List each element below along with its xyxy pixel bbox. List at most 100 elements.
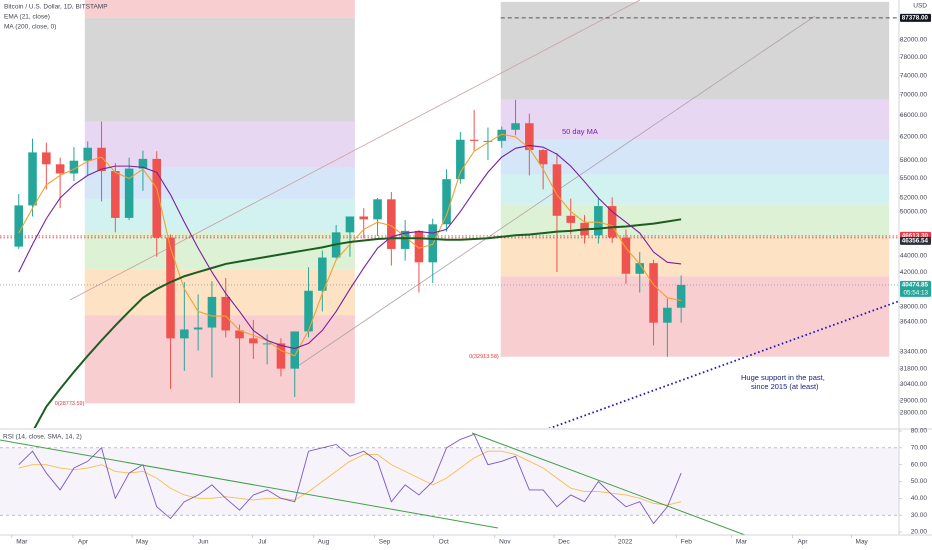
y-tick-label: 70000.00 bbox=[900, 92, 927, 99]
y-tick-label: 31800.00 bbox=[900, 365, 927, 372]
candle-body bbox=[359, 216, 369, 220]
trend-channel bbox=[69, 0, 641, 301]
y-tick-label: 30400.00 bbox=[900, 381, 927, 388]
candle-body bbox=[304, 290, 313, 332]
candle-body bbox=[193, 327, 203, 330]
candle-body bbox=[387, 199, 396, 249]
candle-body bbox=[621, 237, 631, 274]
y-tick-label: 42000.00 bbox=[900, 269, 927, 276]
ma-line bbox=[18, 144, 682, 350]
candle-body bbox=[456, 139, 465, 180]
candle-body bbox=[290, 331, 300, 369]
candle-body bbox=[111, 171, 120, 218]
candle-body bbox=[124, 168, 134, 218]
price-tag bbox=[900, 236, 931, 245]
rsi-trendline bbox=[471, 432, 746, 535]
ma-line bbox=[33, 218, 682, 428]
x-tick-label: Aug bbox=[318, 539, 330, 546]
y-tick-label: 74000.00 bbox=[900, 72, 927, 79]
chart-title: Bitcoin / U.S. Dollar, 1D, BITSTAMP bbox=[4, 4, 108, 11]
fib-band bbox=[500, 99, 890, 140]
y-tick-label: 28000.00 bbox=[900, 410, 927, 417]
candle-body bbox=[442, 179, 451, 225]
candle-body bbox=[676, 284, 686, 308]
candle-body bbox=[483, 140, 493, 142]
x-tick-label: Apr bbox=[78, 539, 89, 546]
support-line bbox=[547, 300, 899, 428]
y-tick-label: 78000.00 bbox=[900, 54, 927, 61]
x-tick-label: Jun bbox=[198, 539, 209, 546]
candle-body bbox=[373, 199, 382, 220]
candle-body bbox=[594, 206, 603, 236]
rsi-pane bbox=[0, 432, 899, 535]
fib-band bbox=[84, 121, 355, 168]
candle-body bbox=[166, 237, 175, 339]
rsi-y-tick-label: 80.00 bbox=[911, 428, 928, 435]
ma-line bbox=[18, 133, 682, 357]
price-pane: 0(28773.59) 0(32913.58) 50 day MA Huge supp… bbox=[0, 0, 899, 428]
y-tick-label: 52000.00 bbox=[900, 195, 927, 202]
y-tick-label: 29000.00 bbox=[900, 397, 927, 404]
fib-band bbox=[84, 269, 355, 316]
candle-body bbox=[525, 123, 534, 151]
support-note: Huge support in the past, bbox=[741, 373, 825, 382]
candle-body bbox=[469, 139, 479, 141]
x-tick-label: Oct bbox=[439, 539, 449, 546]
price-tag bbox=[900, 13, 931, 22]
x-tick-label: Mar bbox=[16, 539, 28, 546]
rsi-band bbox=[0, 447, 899, 516]
y-tick-label: 58000.00 bbox=[900, 157, 927, 164]
rsi-y-tick-label: 40.00 bbox=[911, 495, 928, 502]
candle-body bbox=[55, 164, 65, 174]
y-tick-label: 44000.00 bbox=[900, 253, 927, 260]
candle-body bbox=[635, 263, 645, 274]
x-tick-label: Mar bbox=[736, 539, 748, 546]
rsi-line bbox=[18, 433, 682, 525]
candle-body bbox=[607, 206, 617, 238]
rsi-y-tick-label: 70.00 bbox=[911, 445, 928, 452]
y-tick-label: 62000.00 bbox=[900, 134, 927, 141]
price-tag bbox=[900, 280, 931, 297]
price-tag-label: 87378.00 bbox=[902, 15, 929, 22]
candle-body bbox=[276, 343, 286, 369]
candle-body bbox=[235, 330, 244, 339]
candle-body bbox=[152, 158, 162, 238]
candle-body bbox=[318, 257, 327, 291]
legend: Bitcoin / U.S. Dollar, 1D, BITSTAMP EMA … bbox=[3, 3, 927, 441]
rsi-y-tick-label: 20.00 bbox=[911, 529, 928, 536]
candle-body bbox=[262, 343, 272, 345]
y-tick-label: 55000.00 bbox=[900, 175, 927, 182]
candle-body bbox=[69, 160, 79, 174]
ma-note: 50 day MA bbox=[562, 127, 598, 136]
x-tick-label: Nov bbox=[499, 539, 511, 546]
candle-body bbox=[345, 216, 355, 233]
candle-body bbox=[42, 152, 51, 165]
fib-band bbox=[500, 237, 890, 277]
rsi-title: RSI (14, close, SMA, 14, 2) bbox=[3, 434, 82, 441]
rsi-y-tick-label: 50.00 bbox=[911, 478, 928, 485]
x-tick-label: May bbox=[136, 539, 149, 546]
candle-body bbox=[28, 152, 37, 206]
candle-body bbox=[414, 230, 424, 263]
candle-body bbox=[497, 129, 507, 141]
x-tick-label: Jul bbox=[258, 539, 267, 546]
price-tag-label: 46356.54 bbox=[902, 238, 929, 245]
currency: USD bbox=[913, 3, 927, 10]
price-tag-label: 40474.85 bbox=[902, 282, 929, 289]
fib-band bbox=[84, 17, 355, 122]
y-tick-label: 38000.00 bbox=[900, 304, 927, 311]
y-tick-label: 36400.00 bbox=[900, 318, 927, 325]
y-tick-label: 82000.00 bbox=[900, 37, 927, 44]
price-tag-label: 46613.30 bbox=[902, 233, 929, 240]
fib-band bbox=[500, 1, 890, 100]
candle-body bbox=[97, 147, 106, 172]
fib-band bbox=[84, 315, 355, 404]
legend-entry: EMA (21, close) bbox=[4, 14, 50, 21]
x-tick-label: May bbox=[856, 539, 869, 546]
y-tick-label: 66000.00 bbox=[900, 112, 927, 119]
candle-body bbox=[249, 338, 258, 344]
x-tick-label: Apr bbox=[797, 539, 808, 546]
